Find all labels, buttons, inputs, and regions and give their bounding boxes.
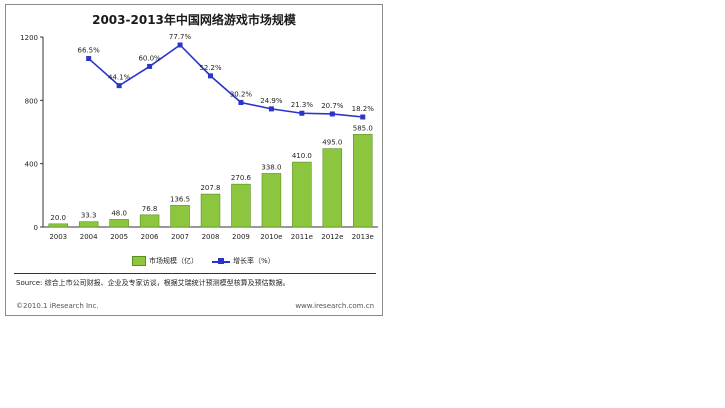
bar [139,214,160,228]
legend-line-label: 增长率（%） [233,257,275,265]
bar-value-label: 20.0 [50,214,66,222]
bar-value-label: 270.6 [231,174,252,182]
bar [231,183,251,228]
growth-point [238,99,244,105]
legend-item-line: 增长率（%） [212,256,275,266]
legend-line-swatch [212,257,230,265]
growth-label: 60.0% [138,54,161,62]
bar [200,193,221,228]
x-tick-label: 2010e [260,233,282,241]
growth-label: 24.9% [260,97,283,105]
chart-frame: 2003-2013年中国网络游戏市场规模 0 400 800 1200 20.0 2003… [5,4,383,316]
y-tick-label: 800 [25,97,38,105]
bar [78,221,99,228]
growth-label: 18.2% [352,105,375,113]
growth-label: 52.2% [199,64,222,72]
bar-value-label: 48.0 [111,209,127,217]
bar-value-label: 410.0 [292,152,312,160]
x-tick-label: 2004 [80,233,98,241]
growth-point [329,111,335,117]
growth-point [360,114,366,120]
website: www.iresearch.com.cn [295,302,374,310]
growth-point [177,42,183,48]
growth-point [268,106,274,112]
growth-point [116,83,122,89]
bar [322,148,343,228]
bar-value-label: 338.0 [261,163,281,171]
divider [14,273,376,274]
y-tick-label: 0 [34,224,38,232]
growth-point [208,73,213,79]
legend: 市场规模（亿） 增长率（%） [14,250,376,274]
bar-value-label: 76.8 [142,205,158,213]
x-tick-label: 2008 [202,233,220,241]
growth-label: 20.7% [321,102,344,110]
legend-bar-swatch [132,256,146,266]
x-tick-label: 2003 [49,233,67,241]
growth-point [299,110,305,116]
growth-point [86,56,92,62]
bar [48,223,68,228]
bar [292,161,312,228]
x-tick-label: 2011e [291,233,313,241]
growth-label: 44.1% [108,74,131,82]
bar-value-label: 585.0 [353,124,373,132]
growth-point [147,63,153,69]
plot-area: 0 400 800 1200 20.0 2003 33.3 2004 48.0 2005 76.8 2… [20,33,378,241]
growth-label: 21.3% [291,101,314,109]
source-note: Source: 综合上市公司财报、企业及专家访谈，根据艾瑞统计预测模型核算及预估… [16,279,290,287]
bar-value-label: 495.0 [322,139,342,147]
x-tick-label: 2007 [171,233,189,241]
x-tick-label: 2005 [110,233,128,241]
legend-item-bar: 市场规模（亿） [132,256,198,266]
y-tick-label: 400 [25,161,38,169]
bar [353,134,373,228]
legend-bar-label: 市场规模（亿） [149,257,198,265]
x-tick-label: 2012e [321,233,343,241]
bar [261,173,282,228]
chart-title: 2003-2013年中国网络游戏市场规模 [92,13,296,27]
growth-label: 77.7% [169,33,192,41]
bar [109,219,129,228]
x-tick-label: 2009 [232,233,250,241]
copyright: ©2010.1 iResearch Inc. [16,302,99,310]
x-tick-label: 2013e [352,233,374,241]
bar [170,205,190,228]
growth-label: 30.2% [230,90,253,98]
x-tick-label: 2006 [141,233,159,241]
growth-label: 66.5% [78,47,101,55]
bar-value-label: 207.8 [200,184,220,192]
growth-line [88,43,363,118]
bar-value-label: 136.5 [170,195,190,203]
bar-value-label: 33.3 [81,212,97,220]
y-tick-label: 1200 [20,34,38,42]
